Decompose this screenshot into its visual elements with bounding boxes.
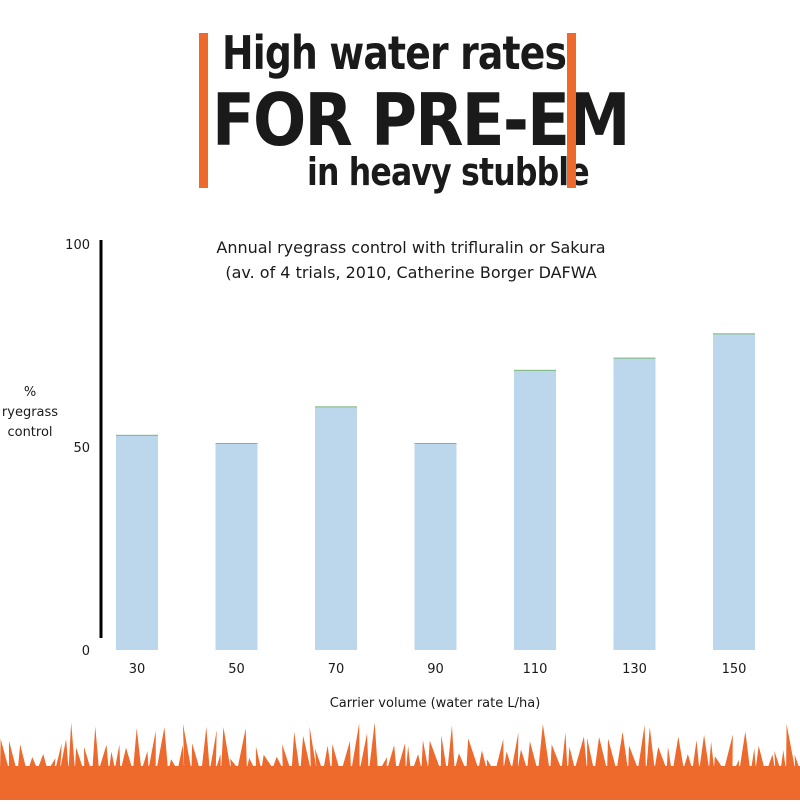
x-tick-label: 90 xyxy=(427,662,444,677)
grass-blades xyxy=(0,722,800,800)
x-tick-label: 150 xyxy=(722,662,747,677)
y-tick-label: 0 xyxy=(82,644,90,659)
x-axis-label: Carrier volume (water rate L/ha) xyxy=(330,696,541,711)
x-tick-label: 50 xyxy=(228,662,245,677)
headline-line-1: High water rates xyxy=(222,26,567,80)
y-axis-label-line: % xyxy=(24,385,36,400)
bar xyxy=(514,369,556,650)
x-tick-label: 70 xyxy=(328,662,345,677)
y-axis-ticks: 0 50 100 xyxy=(65,238,90,659)
x-tick-label: 130 xyxy=(622,662,647,677)
headline-line-3: in heavy stubble xyxy=(307,150,590,194)
bar xyxy=(215,442,258,650)
grass-icon xyxy=(0,722,800,800)
x-tick-label: 110 xyxy=(523,662,548,677)
chart-title: Annual ryegrass control with trifluralin… xyxy=(216,238,605,257)
x-axis-ticks: 30 50 70 90 110 130 150 xyxy=(129,662,747,677)
chart-subtitle: (av. of 4 trials, 2010, Catherine Borger… xyxy=(225,263,596,282)
bar xyxy=(315,406,357,650)
chart-canvas: Annual ryegrass control with trifluralin… xyxy=(2,238,755,711)
headline-right-accent-bar xyxy=(567,33,576,188)
headline: High water rates FOR PRE-EM in heavy stu… xyxy=(0,0,800,200)
bar xyxy=(414,442,457,650)
headline-line-2: FOR PRE-EM xyxy=(212,78,630,162)
y-axis-label: % ryegrass control xyxy=(2,385,58,440)
bar xyxy=(613,357,656,650)
bar xyxy=(713,333,755,650)
bar xyxy=(116,434,158,650)
x-tick-label: 30 xyxy=(129,662,146,677)
headline-left-accent-bar xyxy=(199,33,208,188)
y-axis-label-line: ryegrass xyxy=(2,405,58,420)
bar-chart: Annual ryegrass control with trifluralin… xyxy=(0,200,800,720)
bars xyxy=(116,333,755,650)
y-tick-label: 100 xyxy=(65,238,90,253)
grass-footer xyxy=(0,720,800,800)
y-axis-label-line: control xyxy=(7,425,52,440)
y-tick-label: 50 xyxy=(73,441,90,456)
